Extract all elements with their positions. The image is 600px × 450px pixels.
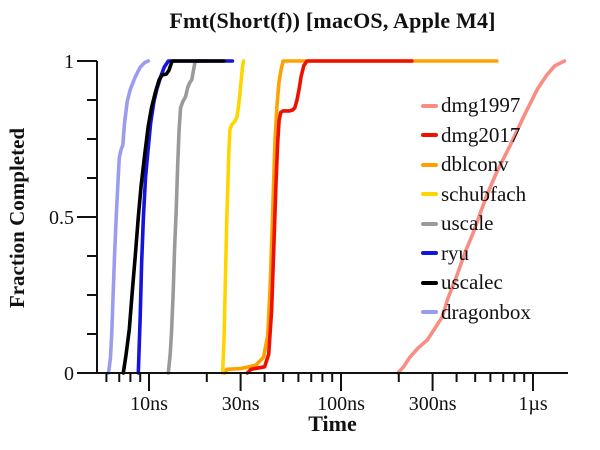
- legend-label-dragonbox: dragonbox: [441, 299, 531, 324]
- x-tick-label: 100ns: [317, 393, 365, 415]
- series-line-ryu: [136, 59, 235, 375]
- legend: dmg1997 dmg2017 dblconv schubfach uscale ryu u…: [421, 91, 531, 327]
- legend-item-uscale: uscale: [421, 209, 531, 239]
- legend-label-dmg2017: dmg2017: [441, 122, 521, 147]
- legend-swatch-dblconv: [421, 162, 438, 167]
- legend-item-dmg2017: dmg2017: [421, 121, 531, 151]
- series-line-dmg1997: [396, 59, 567, 375]
- legend-item-dragonbox: dragonbox: [421, 298, 531, 328]
- legend-item-uscalec: uscalec: [421, 268, 531, 298]
- legend-label-dblconv: dblconv: [441, 152, 509, 177]
- legend-item-schubfach: schubfach: [421, 180, 531, 210]
- series-line-schubfach: [220, 59, 246, 375]
- legend-label-ryu: ryu: [441, 240, 469, 265]
- x-tick-label: 300ns: [409, 393, 457, 415]
- legend-swatch-dragonbox: [421, 310, 438, 315]
- series-line-uscalec: [121, 59, 226, 375]
- legend-swatch-uscalec: [421, 280, 438, 285]
- legend-swatch-dmg2017: [421, 133, 438, 138]
- x-tick-label: 1µs: [518, 393, 548, 415]
- legend-swatch-uscale: [421, 221, 438, 226]
- chart-title: Fmt(Short(f)) [macOS, Apple M4]: [169, 8, 496, 33]
- series-line-uscale: [166, 59, 208, 375]
- y-axis-label: Fraction Completed: [5, 127, 29, 309]
- series-line-dblconv: [222, 59, 499, 375]
- x-tick-label: 30ns: [222, 393, 260, 415]
- legend-label-schubfach: schubfach: [441, 181, 527, 206]
- y-tick-label: 0: [64, 363, 74, 385]
- legend-label-uscalec: uscalec: [441, 270, 503, 295]
- series-line-dragonbox: [106, 59, 150, 375]
- legend-label-uscale: uscale: [441, 211, 494, 236]
- x-axis-label: Time: [308, 411, 357, 436]
- legend-label-dmg1997: dmg1997: [441, 93, 521, 118]
- legend-swatch-dmg1997: [421, 103, 438, 108]
- y-tick-label: 0.5: [49, 207, 74, 229]
- series-line-dmg2017: [245, 59, 414, 375]
- legend-item-dblconv: dblconv: [421, 150, 531, 180]
- x-tick-label: 10ns: [130, 393, 168, 415]
- legend-item-dmg1997: dmg1997: [421, 91, 531, 121]
- legend-swatch-ryu: [421, 251, 438, 256]
- legend-item-ryu: ryu: [421, 239, 531, 269]
- legend-swatch-schubfach: [421, 192, 438, 197]
- y-tick-label: 1: [64, 51, 74, 73]
